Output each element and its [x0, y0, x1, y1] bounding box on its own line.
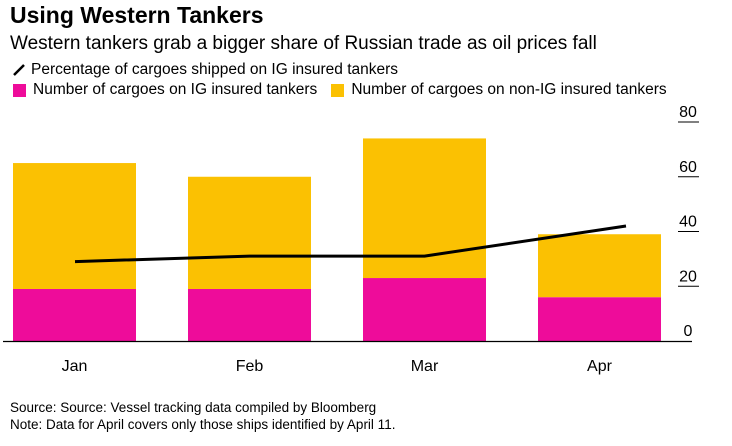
bar-ig-apr [538, 297, 661, 341]
bar-ig-jan [13, 288, 136, 341]
bar-nonig-apr [538, 234, 661, 298]
legend-swatch-ig [13, 83, 26, 97]
bar-ig-feb [188, 288, 311, 341]
legend-item-percentage: Percentage of cargoes shipped on IG insu… [13, 61, 398, 79]
legend-label-ig: Number of cargoes on IG insured tankers [33, 81, 318, 98]
x-tick-label-feb: Feb [236, 358, 264, 375]
chart-subtitle: Western tankers grab a bigger share of R… [10, 33, 597, 54]
legend-row-line: Percentage of cargoes shipped on IG insu… [13, 61, 412, 79]
bar-ig-mar [363, 278, 486, 341]
x-tick-label-apr: Apr [587, 358, 613, 375]
bar-nonig-feb [188, 176, 311, 289]
y-tick-label-40: 40 [679, 214, 697, 231]
x-tick-label-jan: Jan [62, 358, 88, 375]
x-tick-label-mar: Mar [411, 358, 439, 375]
legend-label-nonig: Number of cargoes on non-IG insured tank… [351, 81, 667, 98]
bar-nonig-jan [13, 163, 136, 289]
y-tick-label-60: 60 [679, 159, 697, 176]
source-note: Source: Source: Vessel tracking data com… [10, 400, 377, 415]
legend-item-nonig: Number of cargoes on non-IG insured tank… [331, 81, 667, 99]
legend-swatch-nonig [331, 83, 345, 97]
legend-row-bars: Number of cargoes on IG insured tankers … [13, 81, 681, 99]
y-tick-label-20: 20 [679, 268, 697, 285]
legend-line-icon [13, 64, 25, 76]
percentage-line [74, 224, 627, 264]
y-tick-label-0: 0 [684, 323, 693, 340]
legend-item-ig: Number of cargoes on IG insured tankers [13, 81, 317, 99]
data-note: Note: Data for April covers only those s… [10, 417, 396, 432]
chart-title: Using Western Tankers [10, 2, 264, 28]
legend-label-percentage: Percentage of cargoes shipped on IG insu… [31, 61, 399, 78]
y-tick-label-80: 80 [679, 104, 697, 121]
